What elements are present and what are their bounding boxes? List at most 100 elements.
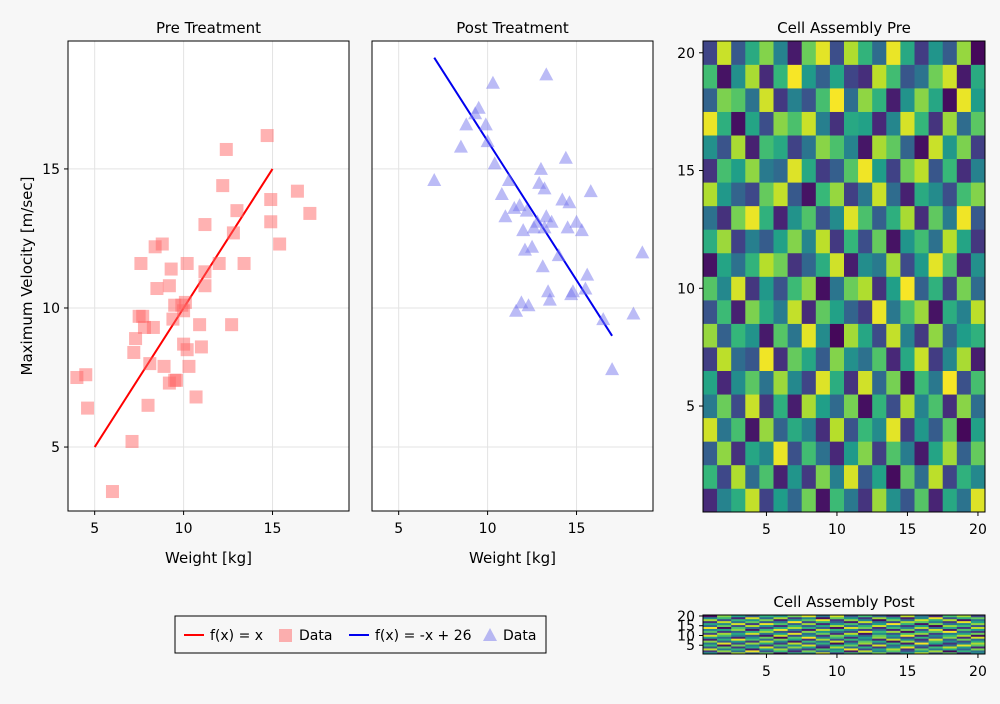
heatmap-cell — [787, 182, 802, 207]
heatmap-cell — [801, 622, 817, 626]
heatmap-cell — [970, 634, 986, 637]
data-point-square — [129, 332, 143, 346]
heatmap-cell — [970, 628, 986, 631]
heatmap-cell — [829, 626, 845, 629]
heatmap-cell — [970, 417, 986, 442]
heatmap-cell — [787, 652, 802, 655]
heatmap-cell — [717, 323, 732, 348]
heatmap-cell — [703, 632, 718, 635]
heatmap-cell — [928, 646, 943, 649]
heatmap-cell — [773, 135, 788, 160]
heatmap-cell — [787, 488, 802, 513]
data-point-triangle — [525, 239, 540, 253]
data-point-square — [141, 398, 155, 412]
heatmap-cell — [844, 229, 859, 254]
legend-pre-data-swatch — [279, 629, 292, 642]
heatmap-cell — [956, 632, 972, 635]
heatmap-cell — [703, 620, 718, 624]
heatmap-cell — [844, 370, 859, 395]
heatmap-cell — [815, 276, 831, 301]
heatmap-cell — [970, 347, 986, 371]
heatmap-cell — [886, 616, 901, 620]
heatmap-cell — [745, 276, 760, 301]
heatmap-cell — [787, 64, 802, 89]
heatmap-cell — [745, 615, 760, 618]
heatmap-cell — [717, 636, 732, 639]
heatmap-cell — [829, 638, 845, 641]
heatmap-cell — [844, 626, 859, 629]
heatmap-cell — [759, 622, 774, 626]
heatmap-cell — [928, 111, 943, 136]
heatmap-cell — [773, 441, 788, 466]
data-point-square — [290, 184, 304, 198]
data-point-triangle — [471, 100, 486, 114]
heatmap-cell — [956, 417, 972, 442]
heatmap-cell — [844, 488, 859, 513]
heatmap-cell — [815, 630, 831, 633]
heatmap-cell — [970, 88, 986, 112]
heatmap-cell — [787, 323, 802, 348]
heatmap-cell — [900, 624, 915, 627]
heatmap-cell — [815, 158, 831, 183]
heatmap-cell — [914, 252, 929, 277]
data-point-square — [225, 318, 239, 332]
heatmap-cell — [858, 630, 873, 633]
heatmap-cell — [703, 652, 718, 655]
heatmap-cell — [914, 111, 929, 136]
heatmap-cell — [815, 252, 831, 277]
heatmap-cell — [872, 628, 887, 631]
pre-plot-frame — [67, 40, 350, 512]
heatmap-cell — [731, 205, 746, 230]
heatmap-cell — [956, 41, 972, 65]
data-point-triangle — [509, 303, 524, 317]
heatmap-cell — [928, 650, 943, 653]
heatmap-cell — [970, 158, 986, 183]
heatmap-cell — [745, 634, 760, 637]
heatmap-cell — [787, 634, 802, 637]
heatmap-cell — [900, 615, 915, 618]
data-point-square — [189, 390, 203, 404]
data-point-square — [198, 279, 212, 293]
heatmap-cell — [900, 628, 915, 631]
heatmap-cell — [858, 624, 873, 627]
heatmap-cell — [829, 347, 845, 371]
heatmap-cell — [970, 276, 986, 301]
heatmap-cell — [956, 323, 972, 348]
heatmap-cell — [703, 417, 718, 442]
heatmap-cell — [815, 394, 831, 419]
heatmap-cell — [914, 135, 929, 160]
heatmap-cell — [759, 648, 774, 651]
heatmap-cell — [773, 628, 788, 631]
heatmap-cell — [970, 135, 986, 160]
data-point-triangle — [551, 248, 566, 262]
heatmap-cell — [745, 417, 760, 442]
heatmap-cell — [942, 488, 958, 513]
heatmap-cell — [914, 88, 929, 112]
heatmap-cell — [773, 41, 788, 65]
heatmap-cell — [914, 370, 929, 395]
heatmap-cell — [956, 650, 972, 653]
heatmap-cell — [928, 616, 943, 620]
heatmap-cell — [745, 229, 760, 254]
heatmap-cell — [956, 111, 972, 136]
heatmap-cell — [787, 642, 802, 645]
heatmap-cell — [942, 135, 958, 160]
heatmap-cell — [928, 634, 943, 637]
heatmap-cell — [956, 205, 972, 230]
heatmap-cell — [928, 323, 943, 348]
heatmap-cell — [928, 370, 943, 395]
heatmap-cell — [872, 632, 887, 635]
data-point-triangle — [626, 306, 641, 320]
heatmap-cell — [872, 615, 887, 618]
heatmap-cell — [815, 652, 831, 655]
heatmap-cell — [942, 323, 958, 348]
heatmap-cell — [787, 618, 802, 622]
heatmap-cell — [745, 638, 760, 641]
data-point-square — [180, 343, 194, 357]
heatmap-cell — [787, 41, 802, 65]
heatmap-cell — [970, 642, 986, 645]
heatmap-cell — [801, 441, 817, 466]
heatmap-cell — [829, 158, 845, 183]
cell-assembly-pre-title: Cell Assembly Pre — [777, 19, 911, 37]
